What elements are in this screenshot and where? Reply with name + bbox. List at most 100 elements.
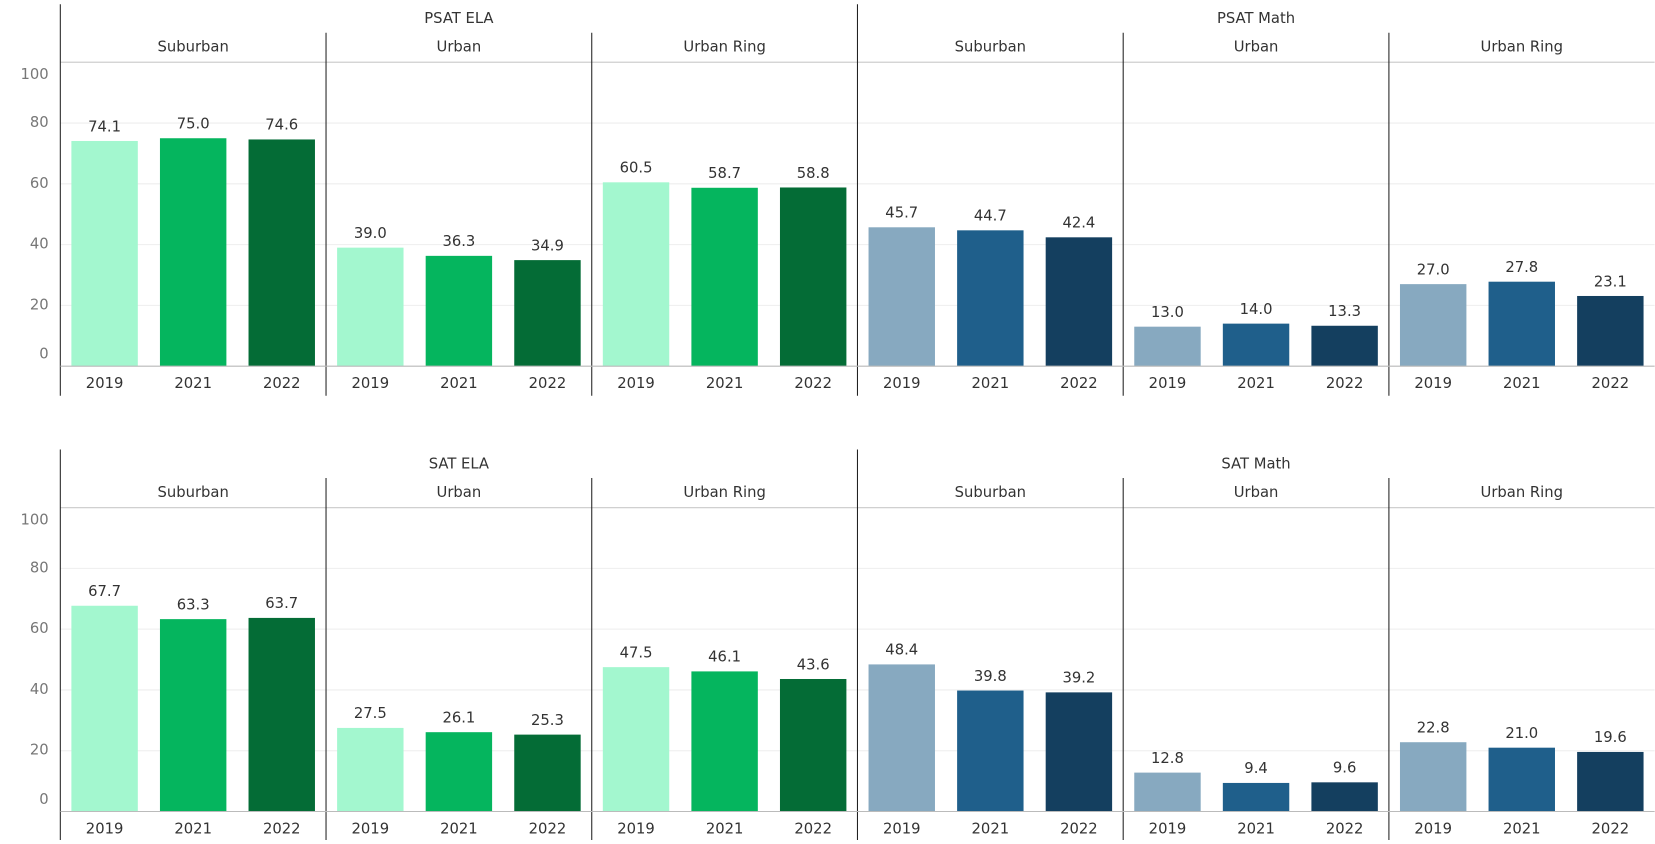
- bar: [602, 182, 670, 367]
- bar: [159, 619, 227, 812]
- x-tick-label: 2019: [352, 820, 390, 837]
- value-label: 63.3: [177, 596, 210, 613]
- x-tick-label: 2019: [1414, 375, 1452, 392]
- bar: [868, 664, 935, 812]
- x-tick-label: 2022: [1592, 375, 1630, 392]
- x-tick-label: 2021: [174, 375, 212, 392]
- x-tick-label: 2019: [617, 375, 655, 392]
- bar: [1488, 747, 1555, 812]
- bar: [957, 230, 1024, 367]
- x-tick-label: 2021: [440, 375, 478, 392]
- value-label: 27.5: [354, 705, 387, 722]
- value-label: 39.8: [974, 668, 1007, 685]
- panel-title: Urban: [1234, 484, 1279, 501]
- panel-title: Suburban: [955, 38, 1026, 55]
- x-tick-label: 2022: [1326, 820, 1364, 837]
- bar: [1045, 237, 1113, 367]
- x-tick-label: 2019: [1414, 820, 1452, 837]
- panel-title: Urban: [437, 38, 482, 55]
- x-tick-label: 2022: [263, 820, 301, 837]
- bar: [514, 260, 581, 367]
- value-label: 63.7: [265, 595, 298, 612]
- value-label: 25.3: [531, 712, 564, 729]
- x-tick-label: 2021: [440, 820, 478, 837]
- x-tick-label: 2022: [1060, 820, 1098, 837]
- value-label: 23.1: [1594, 273, 1627, 290]
- bar: [779, 187, 847, 367]
- x-tick-label: 2022: [794, 375, 832, 392]
- value-label: 60.5: [620, 160, 653, 177]
- value-label: 42.4: [1062, 215, 1095, 232]
- bar: [71, 140, 138, 367]
- x-tick-label: 2019: [1149, 375, 1187, 392]
- x-tick-label: 2019: [352, 375, 390, 392]
- x-tick-label: 2021: [174, 820, 212, 837]
- value-label: 13.3: [1328, 303, 1361, 320]
- value-label: 14.0: [1240, 301, 1273, 318]
- bar: [868, 227, 935, 367]
- panel-title: Urban Ring: [683, 38, 765, 55]
- x-tick-label: 2022: [1592, 820, 1630, 837]
- bar: [1222, 323, 1290, 367]
- value-label: 19.6: [1594, 729, 1627, 746]
- x-tick-label: 2022: [794, 820, 832, 837]
- y-tick-label: 80: [30, 559, 49, 576]
- bar: [71, 605, 138, 812]
- value-label: 27.0: [1417, 261, 1450, 278]
- bar: [1311, 782, 1378, 812]
- bar: [425, 255, 493, 367]
- bar: [337, 247, 404, 367]
- bar: [1399, 742, 1467, 812]
- panel-title: Urban Ring: [683, 484, 765, 501]
- value-label: 58.8: [797, 165, 830, 182]
- panel-title: Suburban: [955, 484, 1026, 501]
- value-label: 48.4: [885, 642, 918, 659]
- x-tick-label: 2019: [86, 375, 124, 392]
- value-label: 47.5: [620, 644, 653, 661]
- x-tick-label: 2022: [263, 375, 301, 392]
- value-label: 44.7: [974, 208, 1007, 225]
- bar: [248, 617, 315, 812]
- x-tick-label: 2021: [1237, 375, 1275, 392]
- bar: [691, 187, 758, 367]
- x-tick-label: 2019: [883, 375, 921, 392]
- y-tick-label: 40: [30, 236, 49, 253]
- value-label: 58.7: [708, 165, 741, 182]
- group-title: SAT ELA: [429, 455, 489, 472]
- group-title: PSAT ELA: [424, 10, 493, 27]
- value-label: 43.6: [797, 656, 830, 673]
- value-label: 27.8: [1505, 259, 1538, 276]
- bar: [159, 138, 227, 367]
- x-tick-label: 2021: [972, 820, 1010, 837]
- value-label: 75.0: [177, 116, 210, 133]
- x-tick-label: 2021: [706, 820, 744, 837]
- x-tick-label: 2022: [529, 375, 567, 392]
- bar: [1577, 751, 1644, 812]
- value-label: 12.8: [1151, 750, 1184, 767]
- panel-title: Urban: [437, 484, 482, 501]
- x-tick-label: 2022: [529, 820, 567, 837]
- bar: [248, 139, 315, 367]
- value-label: 34.9: [531, 237, 564, 254]
- value-label: 22.8: [1417, 719, 1450, 736]
- value-label: 21.0: [1505, 725, 1538, 742]
- bar: [691, 671, 758, 812]
- x-tick-label: 2022: [1326, 375, 1364, 392]
- value-label: 67.7: [88, 583, 121, 600]
- y-tick-label: 0: [39, 346, 48, 363]
- y-tick-label: 80: [30, 114, 49, 131]
- value-label: 9.6: [1333, 760, 1356, 777]
- bar: [1134, 326, 1201, 367]
- value-label: 36.3: [442, 233, 475, 250]
- bar: [514, 734, 581, 812]
- value-label: 74.1: [88, 118, 121, 135]
- value-label: 46.1: [708, 649, 741, 666]
- bar: [602, 667, 670, 812]
- bar: [1488, 281, 1555, 367]
- value-label: 74.6: [265, 117, 298, 134]
- y-tick-label: 100: [21, 511, 49, 528]
- x-tick-label: 2021: [972, 375, 1010, 392]
- value-label: 9.4: [1244, 760, 1267, 777]
